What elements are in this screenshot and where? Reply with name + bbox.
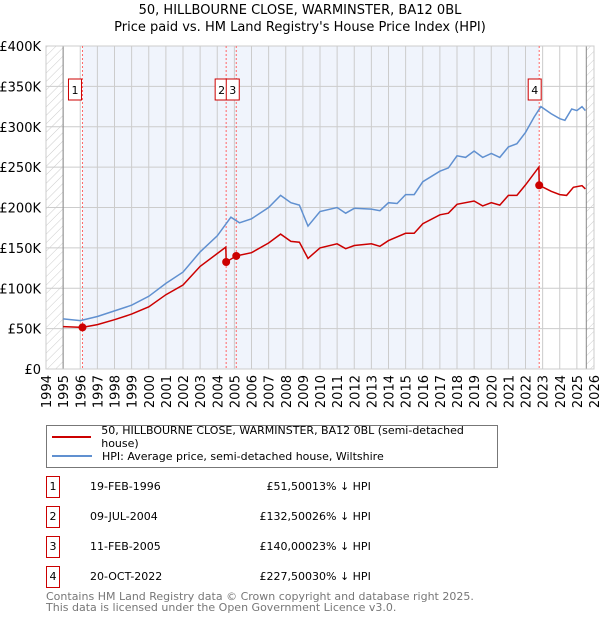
x-tick-label: 2011 — [331, 375, 346, 408]
x-tick-label: 2010 — [314, 375, 329, 408]
sale-number-label: 1 — [71, 84, 78, 97]
x-tick-label: 2026 — [588, 375, 600, 408]
y-tick-label: £250K — [0, 161, 41, 176]
x-tick-label: 2015 — [400, 375, 415, 408]
transaction-row: 3 11-FEB-2005 £140,000 23% ↓ HPI — [46, 536, 446, 558]
legend-item-hpi: HPI: Average price, semi-detached house,… — [52, 448, 384, 464]
footer-copyright: Contains HM Land Registry data © Crown c… — [46, 590, 474, 603]
y-tick-label: £100K — [0, 282, 41, 297]
x-tick-label: 1994 — [40, 375, 55, 408]
transaction-price: £227,500 — [259, 570, 313, 583]
transaction-number-badge: 4 — [46, 566, 60, 588]
y-tick-label: £150K — [0, 242, 41, 257]
legend-swatch-hpi — [52, 455, 92, 457]
x-tick-label: 1999 — [126, 375, 141, 408]
y-tick-label: £300K — [0, 121, 41, 136]
x-tick-label: 2003 — [194, 375, 209, 408]
x-tick-label: 2000 — [143, 375, 158, 408]
transaction-price: £132,500 — [259, 510, 313, 523]
legend-item-property: 50, HILLBOURNE CLOSE, WARMINSTER, BA12 0… — [52, 424, 497, 450]
sale-point — [535, 181, 544, 190]
x-tick-label: 2023 — [537, 375, 552, 408]
x-tick-label: 2004 — [211, 375, 226, 408]
transaction-hpi-diff: 23% ↓ HPI — [312, 540, 371, 553]
y-tick-label: £200K — [0, 202, 41, 217]
x-tick-label: 2019 — [468, 375, 483, 408]
x-tick-label: 1995 — [57, 375, 72, 408]
transaction-row: 2 09-JUL-2004 £132,500 26% ↓ HPI — [46, 506, 446, 528]
legend: 50, HILLBOURNE CLOSE, WARMINSTER, BA12 0… — [46, 424, 498, 468]
y-tick-label: £400K — [0, 40, 41, 55]
x-tick-label: 2006 — [246, 375, 261, 408]
x-tick-label: 2012 — [348, 375, 363, 408]
transaction-row: 4 20-OCT-2022 £227,500 30% ↓ HPI — [46, 566, 446, 588]
x-tick-label: 1997 — [91, 375, 106, 408]
x-tick-label: 2018 — [451, 375, 466, 408]
sale-number-box — [67, 78, 82, 101]
chart-subtitle: Price paid vs. HM Land Registry's House … — [114, 20, 486, 35]
x-tick-label: 1998 — [109, 375, 124, 408]
transaction-date: 19-FEB-1996 — [90, 480, 161, 493]
x-tick-label: 1996 — [74, 375, 89, 408]
sale-number-label: 4 — [531, 84, 538, 97]
y-tick-label: £0 — [24, 363, 41, 378]
sale-number-box — [225, 78, 240, 101]
x-tick-label: 2005 — [228, 375, 243, 408]
x-tick-label: 2013 — [365, 375, 380, 408]
sale-point — [78, 323, 87, 332]
plot-border — [45, 45, 595, 370]
transaction-number-badge: 1 — [46, 476, 60, 498]
x-tick-label: 2008 — [280, 375, 295, 408]
chart-title: 50, HILLBOURNE CLOSE, WARMINSTER, BA12 0… — [138, 3, 462, 18]
transaction-date: 20-OCT-2022 — [90, 570, 163, 583]
y-tick-label: £50K — [8, 323, 42, 338]
sale-number-label: 3 — [229, 84, 236, 97]
sale-point — [222, 258, 231, 267]
sale-point — [232, 251, 241, 260]
legend-swatch-property — [52, 436, 92, 438]
x-tick-label: 2025 — [571, 375, 586, 408]
transaction-hpi-diff: 26% ↓ HPI — [312, 510, 371, 523]
footer-licence: This data is licensed under the Open Gov… — [46, 601, 397, 614]
x-tick-label: 2016 — [417, 375, 432, 408]
hpi-line — [63, 105, 586, 322]
transaction-date: 09-JUL-2004 — [90, 510, 158, 523]
transaction-price: £140,000 — [259, 540, 313, 553]
legend-label-hpi: HPI: Average price, semi-detached house,… — [102, 449, 384, 463]
x-tick-label: 2021 — [502, 375, 517, 408]
transaction-number-badge: 2 — [46, 506, 60, 528]
sale-number-box — [527, 78, 542, 101]
legend-label-property: 50, HILLBOURNE CLOSE, WARMINSTER, BA12 0… — [101, 424, 464, 450]
transaction-hpi-diff: 13% ↓ HPI — [312, 480, 371, 493]
property-line — [63, 164, 586, 329]
sale-number-label: 2 — [218, 84, 225, 97]
transaction-price: £51,500 — [266, 480, 313, 493]
y-tick-label: £350K — [0, 80, 41, 95]
chart-plot: £0 £50K £100K £150K £200K £250K £300K £350K £400… — [0, 40, 600, 408]
x-tick-label: 2022 — [520, 375, 535, 408]
x-tick-label: 2014 — [383, 375, 398, 408]
x-tick-label: 2001 — [160, 375, 175, 408]
transaction-date: 11-FEB-2005 — [90, 540, 161, 553]
transaction-hpi-diff: 30% ↓ HPI — [312, 570, 371, 583]
x-tick-label: 2009 — [297, 375, 312, 408]
x-tick-label: 2017 — [434, 375, 449, 408]
x-tick-label: 2024 — [554, 375, 569, 408]
x-tick-label: 2007 — [263, 375, 278, 408]
x-tick-label: 2020 — [485, 375, 500, 408]
x-tick-label: 2002 — [177, 375, 192, 408]
transaction-row: 1 19-FEB-1996 £51,500 13% ↓ HPI — [46, 476, 446, 498]
transaction-number-badge: 3 — [46, 536, 60, 558]
